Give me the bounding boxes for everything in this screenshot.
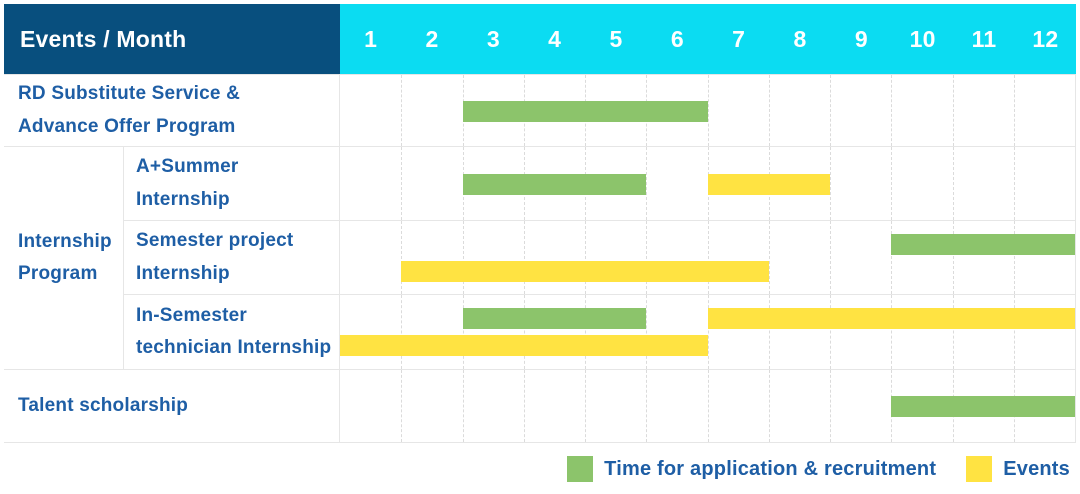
month-grid-cell (830, 75, 891, 146)
legend-events-swatch (966, 456, 993, 482)
events-month-header: Events / Month (4, 4, 340, 74)
row-group: Internship Program A+Summer Internship Sem… (4, 147, 1076, 370)
gantt-bar-yellow (707, 173, 830, 195)
month-grid-cell (707, 221, 769, 294)
legend-application-label: Time for application & recruitment (604, 457, 937, 480)
month-grid-cell (952, 75, 1014, 146)
gantt-body: RD Substitute Service & Advance Offer Pr… (4, 74, 1076, 443)
gantt-table: Events / Month 1 2 3 4 5 6 7 8 9 10 11 12 RD Substi… (4, 4, 1076, 443)
month-grid-cell (462, 221, 524, 294)
month-grid-cell (340, 147, 401, 220)
month-grid-cell (830, 221, 891, 294)
month-grid-cell (1013, 221, 1075, 294)
month-grid-cell (1013, 147, 1075, 220)
month-grid-cell (585, 370, 646, 442)
month-grid-cell (646, 147, 707, 220)
month-grid-cell (952, 295, 1014, 369)
month-grid-cell (768, 75, 830, 146)
row-label: Talent scholarship (4, 370, 340, 442)
row-label: Semester project Internship (124, 221, 340, 294)
month-grid-cell (523, 370, 585, 442)
month-grid-cell (462, 370, 524, 442)
month-grid-cell (401, 221, 462, 294)
month-label-10: 10 (909, 25, 936, 52)
month-label-5: 5 (609, 25, 623, 52)
month-grid-cell (768, 221, 830, 294)
month-label-4: 4 (548, 25, 562, 52)
gantt-bar-green (462, 308, 647, 329)
row-label: In-Semester technician Internship (124, 295, 340, 369)
month-grid-cell (768, 295, 830, 369)
month-grid-cell (401, 295, 462, 369)
month-grid-cell (401, 370, 462, 442)
month-grid-cell (585, 295, 646, 369)
month-grid-cell (830, 370, 891, 442)
month-grid-cell (523, 295, 585, 369)
month-grid-cell (1013, 75, 1075, 146)
month-label-7: 7 (732, 25, 746, 52)
row-label: RD Substitute Service & Advance Offer Pr… (4, 75, 340, 146)
month-grid-cell (646, 221, 707, 294)
month-grid-cell (1013, 295, 1075, 369)
month-grid-cell (891, 147, 952, 220)
table-row: RD Substitute Service & Advance Offer Pr… (4, 75, 1076, 147)
table-row: In-Semester technician Internship (124, 295, 1076, 369)
group-label: Internship Program (4, 147, 124, 369)
month-label-9: 9 (854, 25, 868, 52)
month-grid-cell (646, 295, 707, 369)
gantt-bar-green (891, 233, 1075, 255)
gantt-bar-yellow (401, 260, 769, 282)
month-grid-cell (952, 221, 1014, 294)
legend-events-label: Events (1003, 457, 1070, 480)
month-grid-cell (646, 370, 707, 442)
month-grid-cell (340, 295, 401, 369)
table-row: Talent scholarship (4, 370, 1076, 442)
month-grid-cell (830, 147, 891, 220)
month-grid-cell (401, 75, 462, 146)
month-grid-cell (768, 370, 830, 442)
month-grid-cell (891, 221, 952, 294)
row-label: A+Summer Internship (124, 147, 340, 220)
month-label-6: 6 (670, 25, 684, 52)
month-grid-cell (340, 75, 401, 146)
timeline (340, 75, 1076, 146)
month-label-11: 11 (971, 25, 997, 52)
timeline (340, 370, 1076, 442)
month-grid-cell (462, 295, 524, 369)
month-header-cells: 1 2 3 4 5 6 7 8 9 10 11 12 (340, 4, 1076, 74)
month-label-1: 1 (364, 25, 378, 52)
month-grid-cell (340, 221, 401, 294)
table-row: Semester project Internship (124, 221, 1076, 295)
month-grid-cell (401, 147, 462, 220)
gantt-bar-green (462, 100, 708, 122)
month-grid-cell (891, 295, 952, 369)
table-row: A+Summer Internship (124, 147, 1076, 221)
timeline (340, 147, 1076, 220)
month-grid-cell (952, 147, 1014, 220)
header-row: Events / Month 1 2 3 4 5 6 7 8 9 10 11 12 (4, 4, 1076, 74)
month-label-3: 3 (486, 25, 500, 52)
gantt-bar-green (462, 173, 647, 195)
month-grid-cell (891, 75, 952, 146)
gantt-bar-yellow (707, 308, 1075, 329)
month-grid-cell (707, 370, 769, 442)
month-grid-cell (707, 75, 769, 146)
timeline (340, 221, 1076, 294)
month-grid-cell (585, 221, 646, 294)
month-grid-cell (340, 370, 401, 442)
month-label-2: 2 (425, 25, 439, 52)
month-grid-cell (523, 221, 585, 294)
month-grid-cell (830, 295, 891, 369)
gantt-bar-green (891, 396, 1075, 417)
month-label-8: 8 (793, 25, 807, 52)
legend-application-swatch (567, 456, 594, 482)
month-label-12: 12 (1032, 25, 1059, 52)
group-rows: A+Summer Internship Semester project Inte… (124, 147, 1076, 369)
legend: Time for application & recruitment Event… (567, 452, 1070, 486)
gantt-bar-yellow (340, 335, 708, 356)
month-grid-cell (707, 295, 769, 369)
timeline (340, 295, 1076, 369)
